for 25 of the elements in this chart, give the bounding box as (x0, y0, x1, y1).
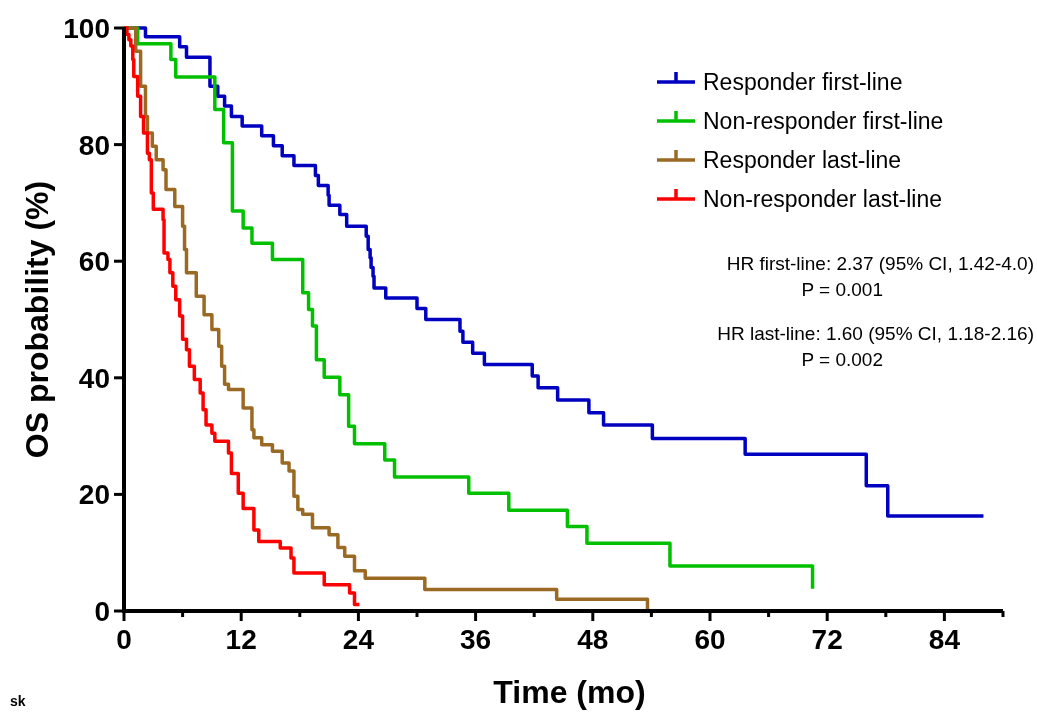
legend-label: Non-responder last-line (703, 186, 943, 212)
x-tick-label: 84 (928, 624, 961, 655)
legend-label: Responder first-line (703, 69, 903, 95)
y-tick-label: 80 (78, 129, 110, 161)
annotation: P = 0.001 (801, 279, 883, 300)
annotation: HR last-line: 1.60 (95% CI, 1.18-2.16) (717, 323, 1034, 344)
x-tick-label: 72 (811, 624, 843, 655)
y-tick-label: 60 (78, 246, 110, 278)
y-tick-label: 100 (63, 13, 110, 44)
text: sk (10, 693, 26, 709)
y-tick-label: 40 (78, 362, 110, 394)
annotation: HR first-line: 2.37 (95% CI, 1.42-4.0) (726, 253, 1034, 274)
x-tick-label: 36 (460, 624, 492, 655)
x-tick-label: 48 (577, 624, 609, 655)
x-tick-label: 24 (342, 624, 375, 655)
y-tick-label: 0 (94, 596, 110, 627)
annotation: P = 0.002 (801, 349, 883, 370)
x-axis-title: Time (mo) (493, 674, 646, 710)
legend-label: Responder last-line (703, 147, 902, 173)
y-axis-title: OS probability (%) (19, 180, 55, 459)
legend-label: Non-responder first-line (703, 108, 944, 134)
x-tick-label: 60 (694, 624, 726, 655)
y-tick-label: 20 (78, 479, 110, 511)
x-tick-label: 0 (116, 624, 132, 655)
x-tick-label: 12 (225, 624, 257, 655)
